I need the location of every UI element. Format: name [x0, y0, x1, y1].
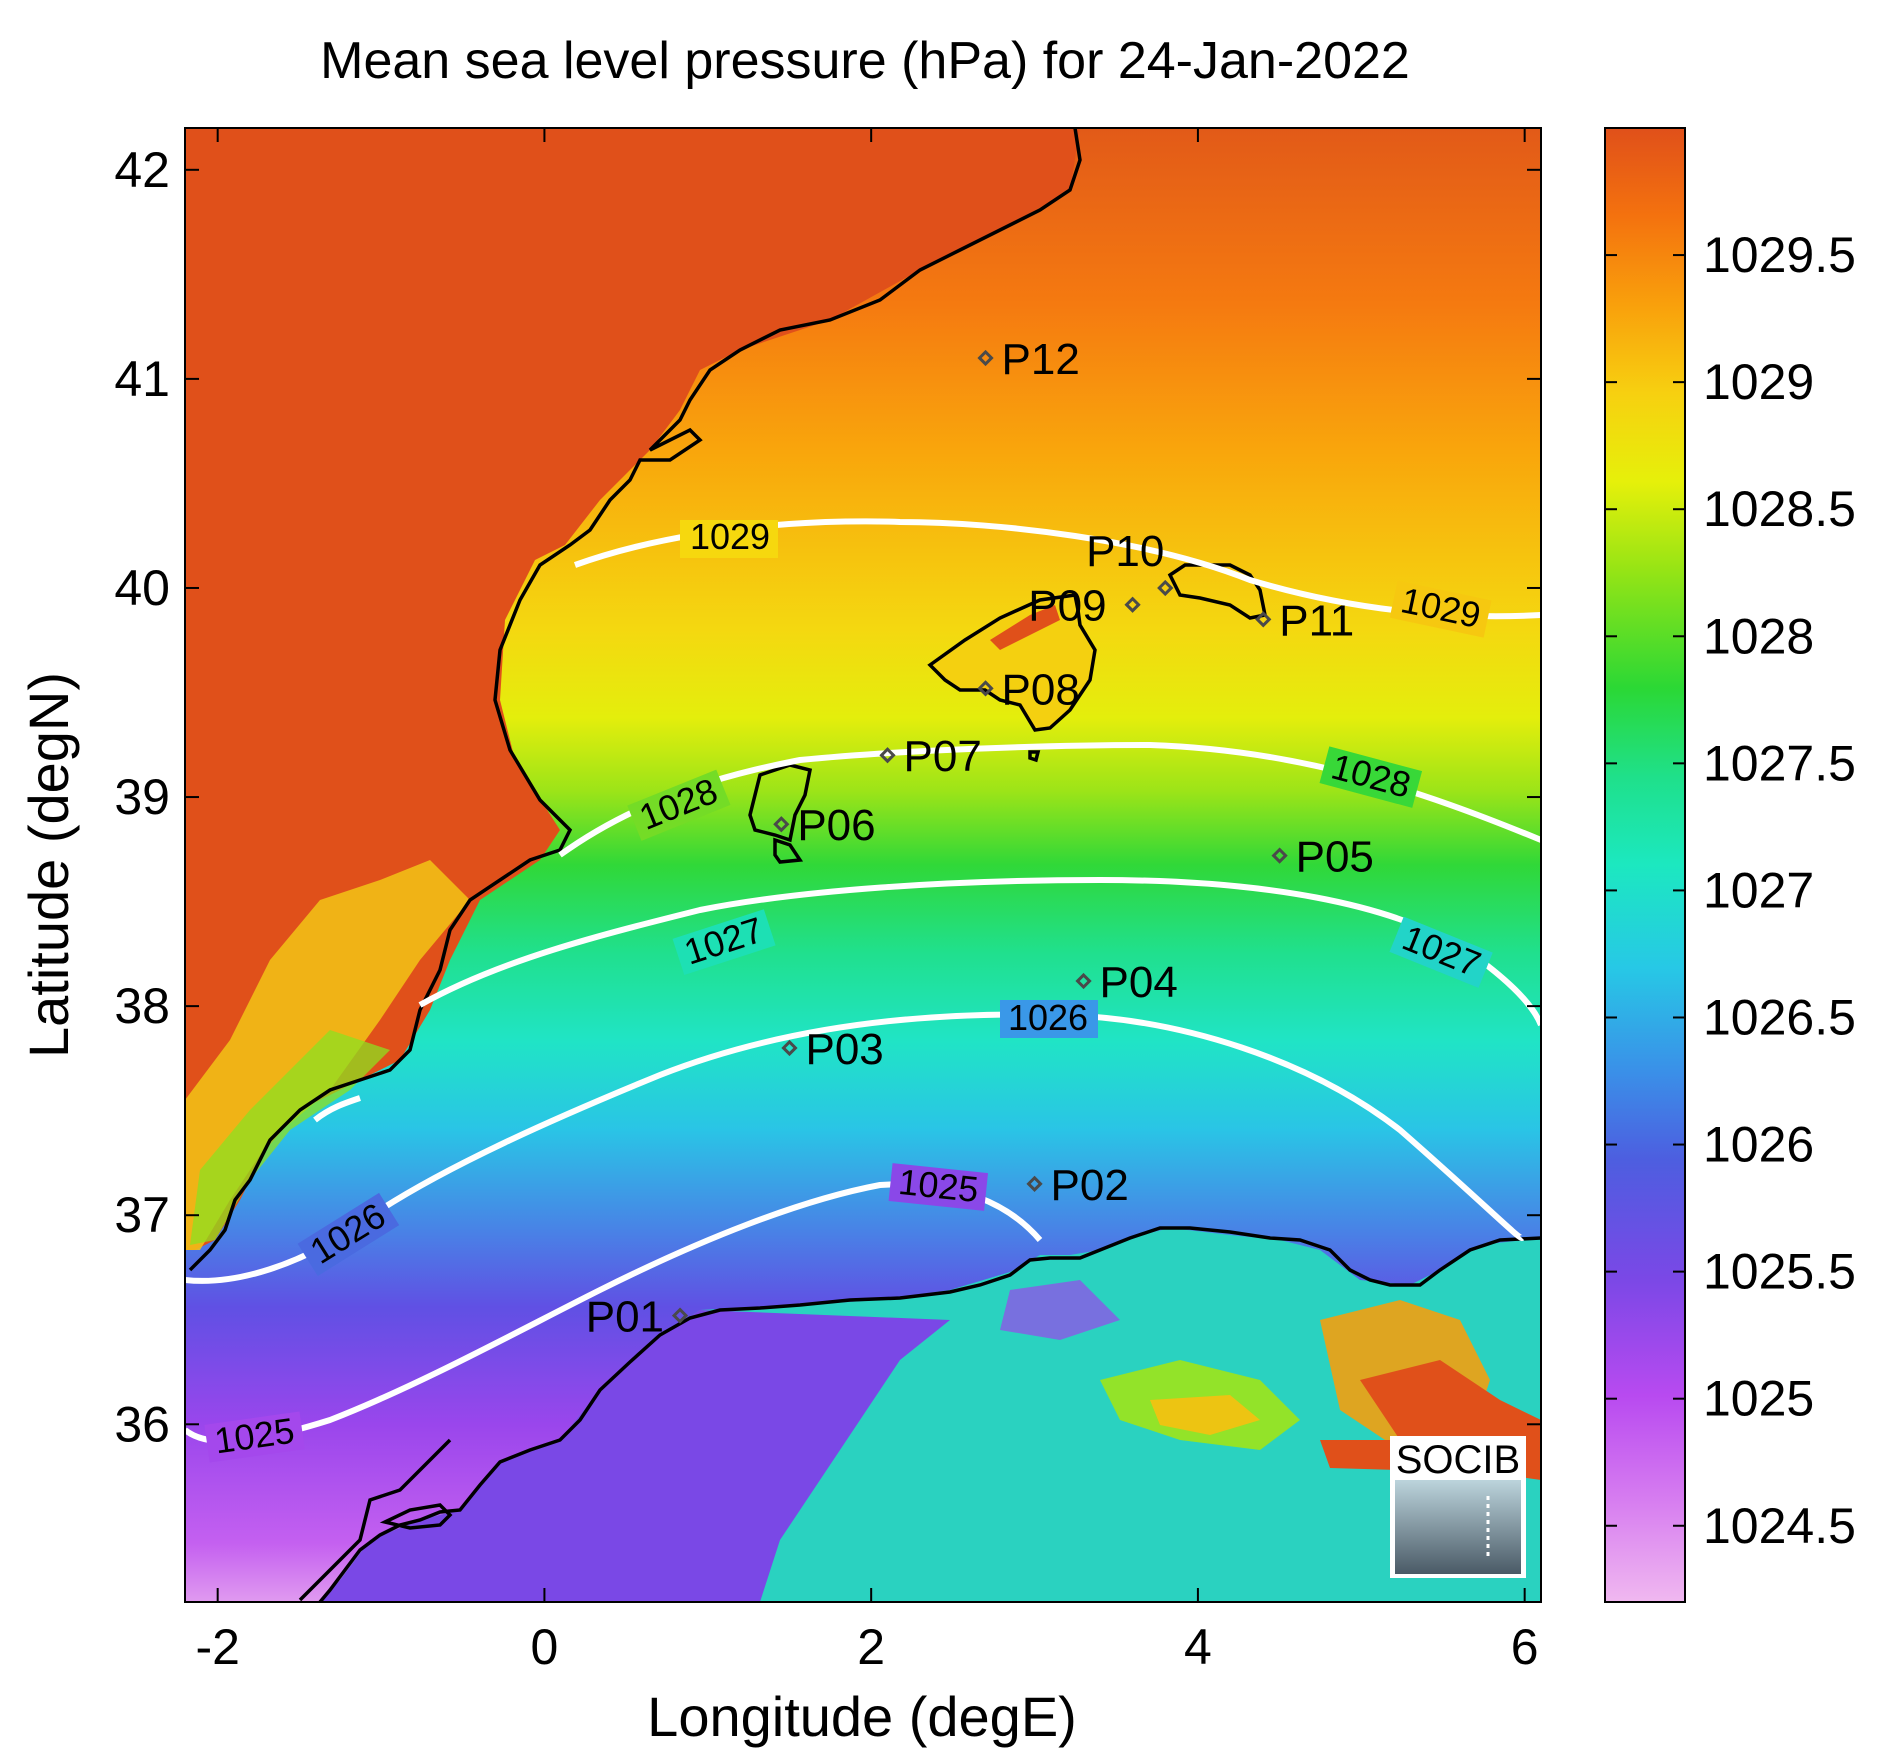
- land-africa-patch-5: [1320, 1440, 1400, 1470]
- island-alboran: [379, 1503, 453, 1530]
- colorbar-tick-label: 1029.5: [1703, 227, 1856, 283]
- x-tick-label: 0: [531, 1619, 559, 1675]
- stations: P01 P02 P03 P04 P05 P06 P07 P08 P09 P10 P11 P12: [586, 335, 1374, 1342]
- colorbar-tick-label: 1026: [1703, 1117, 1814, 1173]
- station-marker: [781, 1039, 798, 1057]
- land-africa-patch-2: [1150, 1395, 1260, 1435]
- socib-logo-text: SOCIB: [1396, 1438, 1520, 1482]
- colorbar: 1024.5 1025 1025.5 1026 1026.5 1027 1027.5 1028…: [1604, 127, 1856, 1603]
- y-tick-label: 38: [114, 978, 170, 1034]
- station-marker: [1255, 611, 1272, 628]
- station-label: P04: [1100, 958, 1178, 1007]
- colorbar-tick-label: 1029: [1703, 354, 1814, 410]
- station-label: P07: [904, 732, 982, 781]
- coastline-iberia: [188, 128, 1082, 1272]
- station-label: P05: [1296, 833, 1374, 882]
- colorbar-tick-label: 1027: [1703, 862, 1814, 918]
- station-label: P11: [1279, 596, 1354, 645]
- colorbar-tick-label: 1026.5: [1703, 989, 1856, 1045]
- station-marker: [977, 349, 994, 367]
- station-marker: [671, 1307, 689, 1324]
- chart-title: Mean sea level pressure (hPa) for 24-Jan…: [320, 32, 1410, 90]
- x-tick-label: 2: [857, 1619, 885, 1675]
- island-mallorca-fill: [930, 595, 1095, 730]
- plot-frame: [184, 127, 1542, 1603]
- colorbar-tick-label: 1025.5: [1703, 1244, 1856, 1300]
- x-tick-label: -2: [195, 1619, 239, 1675]
- station-label: P03: [805, 1025, 883, 1074]
- y-tick-label: 36: [114, 1396, 170, 1452]
- station-marker: [773, 816, 790, 833]
- colorbar-ticks: 1024.5 1025 1025.5 1026 1026.5 1027 1027.5 1028…: [1605, 227, 1856, 1554]
- station-marker: [977, 680, 994, 697]
- socib-logo: SOCIB: [1390, 1436, 1526, 1578]
- x-axis-label: Longitude (degE): [647, 1685, 1077, 1748]
- y-axis: 36 37 38 39 40 41 42: [114, 142, 1541, 1452]
- land-africa-west: [320, 1310, 950, 1602]
- land-africa-patch-6: [1000, 1280, 1120, 1340]
- y-tick-label: 42: [114, 142, 170, 198]
- island-mallorca-peak: [990, 605, 1060, 650]
- contour-label: 1029: [690, 516, 770, 557]
- station-label: P10: [1086, 527, 1164, 576]
- colorbar-gradient: [1604, 127, 1686, 1603]
- station-marker: [879, 747, 896, 764]
- isobar-1026-fragment: [313, 1095, 361, 1123]
- station-label: P02: [1051, 1161, 1129, 1210]
- contour-label: 1026: [1008, 997, 1088, 1038]
- station-label: P12: [1002, 335, 1080, 384]
- station-label: P09: [1028, 582, 1106, 631]
- x-tick-label: 4: [1184, 1619, 1212, 1675]
- island-cabrera-outline: [1028, 750, 1041, 763]
- station-label: P08: [1002, 665, 1080, 714]
- station-marker: [1124, 596, 1141, 613]
- contour-label: 1025: [897, 1161, 981, 1210]
- station-label: P01: [586, 1293, 664, 1342]
- island-formentera-outline: [773, 837, 804, 864]
- island-ibiza-outline: [748, 763, 813, 843]
- coastline-africa-west: [298, 1438, 452, 1602]
- x-tick-label: 6: [1511, 1619, 1539, 1675]
- colorbar-tick-label: 1027.5: [1703, 735, 1856, 791]
- station-marker: [1026, 1175, 1043, 1192]
- y-axis-label: Latitude (degN): [17, 672, 80, 1058]
- station-label: P06: [797, 801, 875, 850]
- y-tick-label: 37: [114, 1187, 170, 1243]
- colorbar-tick-label: 1028: [1703, 608, 1814, 664]
- colorbar-tick-label: 1025: [1703, 1371, 1814, 1427]
- colorbar-tick-label: 1028.5: [1703, 481, 1856, 537]
- station-marker: [1157, 579, 1174, 597]
- x-axis: -2 0 2 4 6: [195, 128, 1539, 1675]
- station-marker: [1271, 847, 1288, 864]
- colorbar-tick-label: 1024.5: [1703, 1498, 1856, 1554]
- y-tick-label: 39: [114, 769, 170, 825]
- y-tick-label: 41: [114, 351, 170, 407]
- y-tick-label: 40: [114, 560, 170, 616]
- station-marker: [1075, 972, 1092, 990]
